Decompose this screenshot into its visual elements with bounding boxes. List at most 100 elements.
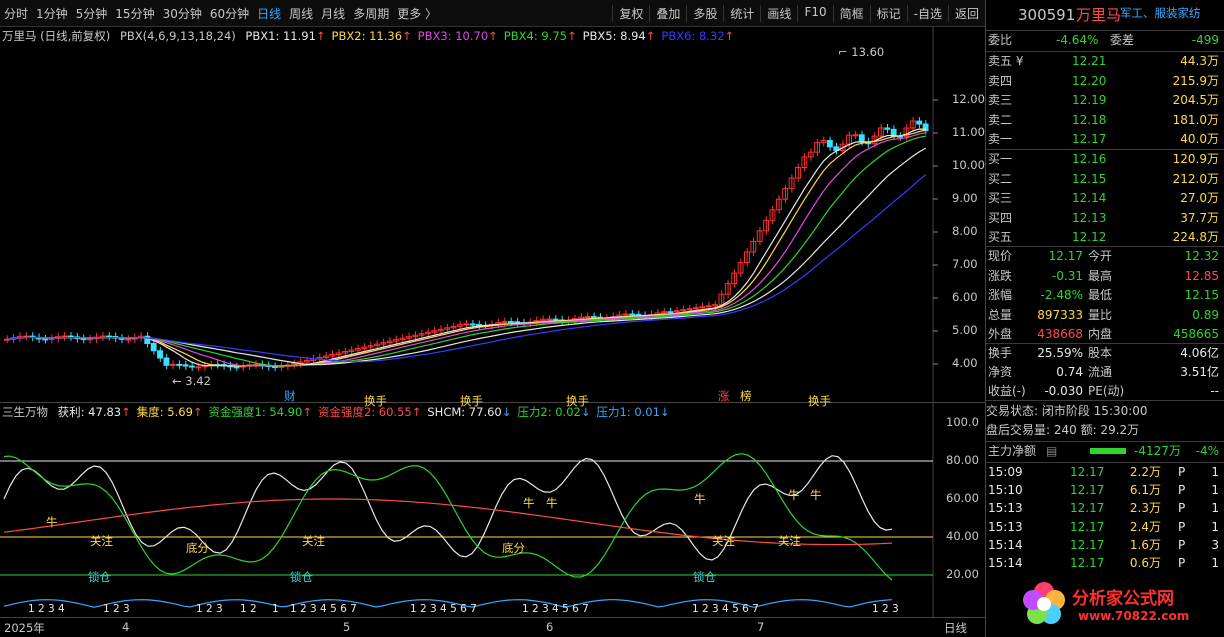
tick-row: 15:13 12.17 2.4万 P 1 bbox=[986, 518, 1224, 537]
buy-level-row[interactable]: 买三 12.14 27.0万 bbox=[986, 189, 1224, 208]
toolbar-button[interactable]: 标记 bbox=[869, 4, 907, 22]
stock-sector[interactable]: 军工、服装家纺 bbox=[1120, 6, 1201, 20]
flower-icon bbox=[1023, 582, 1065, 624]
period-tab[interactable]: 5分钟 bbox=[75, 6, 108, 21]
tick-time: 15:14 bbox=[988, 556, 1023, 570]
period-tab[interactable]: 15分钟 bbox=[115, 6, 155, 21]
level-volume: 40.0万 bbox=[1180, 132, 1219, 147]
limit-up-marker[interactable]: 涨 bbox=[718, 389, 730, 403]
pressure-line bbox=[3, 599, 893, 608]
toolbar-button[interactable]: 多股 bbox=[686, 4, 723, 22]
price-tick: 11.00 bbox=[952, 125, 985, 139]
level-volume: 212.0万 bbox=[1172, 171, 1219, 186]
watch-label: 关注 bbox=[90, 533, 113, 548]
price-tick: 5.00 bbox=[952, 323, 978, 337]
sell-level-row[interactable]: 卖一 12.17 40.0万 bbox=[986, 130, 1224, 149]
toolbar-button[interactable]: -自选 bbox=[906, 4, 948, 22]
tick-price: 12.17 bbox=[1070, 501, 1105, 516]
toolbar-button[interactable]: 叠加 bbox=[649, 4, 686, 22]
candle bbox=[699, 306, 706, 309]
tick-flag: P bbox=[1178, 501, 1186, 516]
count-label: 1 2 3 4 5 6 7 bbox=[522, 603, 589, 615]
quote-label: 总量 bbox=[988, 307, 1013, 322]
candle bbox=[412, 334, 419, 338]
sub-indicator-name[interactable]: 三生万物 bbox=[2, 405, 48, 419]
strength2-line bbox=[3, 498, 893, 546]
candle bbox=[4, 338, 10, 341]
candle bbox=[163, 357, 170, 366]
period-tab[interactable]: 30分钟 bbox=[162, 6, 202, 21]
candle bbox=[80, 338, 87, 341]
candle bbox=[189, 365, 195, 368]
period-tab[interactable]: 1分钟 bbox=[36, 6, 68, 21]
quote-label: 外盘 bbox=[988, 327, 1013, 342]
toolbar-button[interactable]: 画线 bbox=[760, 4, 797, 22]
sell-level-row[interactable]: 卖二 12.18 181.0万 bbox=[986, 111, 1224, 130]
quote-value: 12.15 bbox=[1184, 288, 1219, 303]
candle bbox=[629, 313, 636, 316]
period-tab[interactable]: 60分钟 bbox=[209, 6, 250, 21]
candle bbox=[125, 338, 132, 341]
buy-level-row[interactable]: 买四 12.13 37.7万 bbox=[986, 209, 1224, 228]
period-tab[interactable]: 周线 bbox=[289, 6, 314, 21]
price-tick: 4.00 bbox=[952, 356, 978, 370]
candle bbox=[361, 346, 368, 350]
quote-label: 最高 bbox=[1088, 268, 1113, 283]
candle bbox=[393, 339, 400, 342]
count-label: 1 2 3 4 5 6 7 bbox=[692, 603, 759, 615]
pbx-value: PBX1: 11.91 bbox=[245, 29, 316, 43]
x-label-apr: 4 bbox=[122, 620, 130, 634]
bull-label: 牛 bbox=[546, 495, 558, 510]
period-tab[interactable]: 多周期 bbox=[353, 6, 390, 21]
buy-level-row[interactable]: 买二 12.15 212.0万 bbox=[986, 170, 1224, 189]
level-label: 买一 bbox=[988, 152, 1013, 166]
sub-indicator-value: 资金强度2: 60.55 bbox=[317, 405, 412, 419]
candle bbox=[692, 307, 699, 310]
list-icon[interactable]: ▤ bbox=[1046, 444, 1058, 458]
toolbar-button[interactable]: 复权 bbox=[612, 4, 649, 22]
period-tab[interactable]: 日线 bbox=[257, 6, 282, 21]
period-tab[interactable]: 分时 bbox=[4, 6, 29, 21]
toolbar-button[interactable]: 统计 bbox=[723, 4, 760, 22]
period-label[interactable]: 日线 bbox=[944, 621, 967, 635]
quote-value: 897333 bbox=[1037, 307, 1083, 322]
candle bbox=[450, 325, 457, 329]
pbx-value: PBX4: 9.75 bbox=[503, 29, 567, 43]
level-label: 卖五 ¥ bbox=[988, 54, 1024, 68]
finance-label: 股本 bbox=[1088, 346, 1113, 360]
tick-count: 1 bbox=[1211, 519, 1219, 534]
candle bbox=[718, 293, 725, 306]
buy-level-row[interactable]: 买一 12.16 120.9万 bbox=[986, 150, 1224, 169]
indicator-name[interactable]: PBX(4,6,9,13,18,24) bbox=[119, 29, 236, 43]
toolbar-button[interactable]: F10 bbox=[797, 4, 832, 22]
sub-indicator-value: 资金强度1: 54.90 bbox=[208, 405, 303, 419]
sell-level-row[interactable]: 卖三 12.19 204.5万 bbox=[986, 91, 1224, 110]
period-tab[interactable]: 更多 〉 bbox=[397, 6, 438, 21]
candle bbox=[399, 337, 406, 341]
quote-value: -2.48% bbox=[1040, 288, 1083, 303]
main-indicator-bar: 万里马 (日线,前复权) PBX(4,6,9,13,18,24) PBX1: 1… bbox=[2, 28, 746, 44]
level-price: 12.15 bbox=[1072, 171, 1107, 186]
sell-level-row[interactable]: 卖五 ¥ 12.21 44.3万 bbox=[986, 52, 1224, 71]
toolbar-button[interactable]: 返回 bbox=[947, 4, 985, 22]
candle bbox=[724, 283, 731, 295]
toolbar-button[interactable]: 简框 bbox=[832, 4, 870, 22]
level-label: 卖二 bbox=[988, 112, 1013, 127]
candle bbox=[814, 142, 821, 153]
sell-level-row[interactable]: 卖四 12.20 215.9万 bbox=[986, 72, 1224, 91]
finance-label: 净资 bbox=[988, 365, 1013, 379]
finance-marker[interactable]: 财 bbox=[284, 389, 296, 403]
watermark-url: www.70822.com bbox=[1078, 609, 1190, 623]
buy-level-row[interactable]: 买五 12.12 224.8万 bbox=[986, 228, 1224, 247]
finance-value: 25.59% bbox=[1037, 346, 1083, 360]
price-tick: 9.00 bbox=[952, 191, 978, 205]
period-tab[interactable]: 月线 bbox=[321, 6, 346, 21]
sub-indicator-chart[interactable]: 三生万物 获利: 47.83↑ 集度: 5.69↑ 资金强度1: 54.90↑ 资金强… bbox=[0, 394, 985, 618]
net-flow-row[interactable]: 主力净额 ▤ -4127万 -4% bbox=[986, 442, 1224, 461]
dragon-tiger-marker[interactable]: 榜 bbox=[740, 389, 752, 403]
candle bbox=[622, 313, 629, 316]
tick-count: 1 bbox=[1211, 465, 1219, 479]
up-arrow-icon: ↑ bbox=[315, 29, 326, 43]
candle bbox=[182, 364, 189, 367]
main-kline-chart[interactable]: 万里马 (日线,前复权) PBX(4,6,9,13,18,24) PBX1: 1… bbox=[0, 27, 985, 403]
